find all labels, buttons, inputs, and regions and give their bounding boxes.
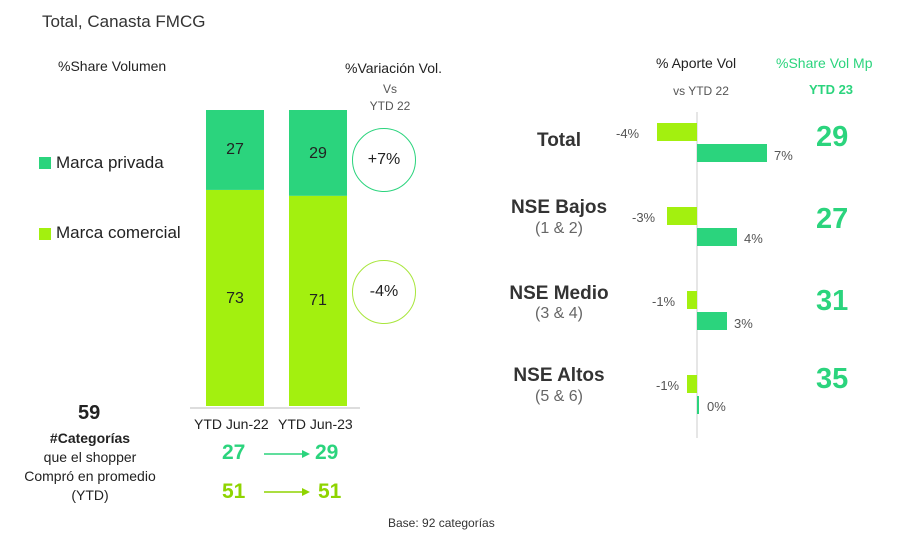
share-volume-header: %Share Volumen [58, 58, 167, 74]
variation-value-privada: +7% [367, 151, 401, 168]
aporte-label-total-pos: 7% [774, 148, 793, 163]
aporte-label-bajos-pos: 4% [744, 231, 763, 246]
categories-count: 59 [78, 402, 101, 424]
aporte-label-bajos-neg: -3% [632, 210, 656, 225]
page-title: Total, Canasta FMCG [42, 12, 206, 31]
aporte-label-total-neg: -4% [616, 126, 640, 141]
share-value-nse-bajos: 27 [816, 203, 849, 235]
aporte-bar-comercial-2 [667, 207, 697, 225]
share-value-nse-medio: 31 [816, 285, 849, 317]
variation-circle-comercial: -4% [352, 260, 416, 324]
aporte-label-altos-pos: 0% [707, 399, 726, 414]
aporte-label-medio-pos: 3% [734, 316, 753, 331]
segment-nse-altos-sub: (5 & 6) [534, 388, 583, 405]
compare-privada-from: 27 [222, 441, 246, 464]
variation-circle-privada: +7% [352, 128, 416, 192]
legend-label-privada: Marca privada [56, 153, 164, 172]
compare-arrows [264, 450, 310, 496]
bar-label-comercial-2: 71 [309, 292, 327, 309]
aporte-bar-privada-2 [697, 228, 737, 246]
x-tick-label-2: YTD Jun-23 [278, 416, 353, 432]
arrow-right-icon [264, 488, 310, 496]
segment-nse-altos: NSE Altos [513, 365, 605, 386]
categories-line-2: que el shopper [43, 449, 137, 465]
bar-comercial-2 [289, 195, 347, 406]
segment-nse-bajos-sub: (1 & 2) [534, 220, 583, 237]
share-mp-header: %Share Vol Mp [776, 55, 873, 71]
categories-description: #Categorías que el shopper Compró en pro… [2, 429, 178, 505]
bar-privada-2 [289, 110, 347, 196]
bar-label-privada-2: 29 [309, 145, 327, 162]
share-value-total: 29 [816, 121, 849, 153]
compare-comercial-from: 51 [222, 480, 246, 503]
share-mp-sub: YTD 23 [808, 82, 854, 97]
categories-line-1: #Categorías [49, 430, 131, 446]
bar-label-comercial-1: 73 [226, 290, 244, 307]
compare-privada-to: 29 [315, 441, 339, 464]
x-tick-label-1: YTD Jun-22 [194, 416, 269, 432]
variation-vs: Vs [382, 82, 397, 96]
share-value-nse-altos: 35 [816, 363, 849, 395]
base-note: Base: 92 categorías [388, 516, 495, 530]
bar-privada-1 [206, 110, 264, 190]
aporte-bar-comercial-4 [687, 375, 697, 393]
segment-total: Total [537, 130, 581, 151]
variation-value-comercial: -4% [369, 283, 399, 300]
variation-header: %Variación Vol. [345, 60, 443, 76]
segment-nse-medio: NSE Medio [509, 283, 609, 304]
aporte-label-medio-neg: -1% [652, 294, 676, 309]
arrow-right-icon [264, 450, 310, 458]
bar-label-privada-1: 27 [226, 141, 244, 158]
legend-swatch-privada [39, 157, 51, 169]
aporte-header: % Aporte Vol [656, 55, 737, 71]
categories-line-4: (YTD) [71, 487, 109, 503]
aporte-label-altos-neg: -1% [656, 378, 680, 393]
aporte-bar-privada-1 [697, 144, 767, 162]
bar-comercial-1 [206, 189, 264, 406]
compare-comercial-to: 51 [318, 480, 342, 503]
segment-nse-bajos: NSE Bajos [510, 197, 608, 218]
legend-label-comercial: Marca comercial [56, 223, 181, 242]
aporte-sub: vs YTD 22 [673, 84, 729, 98]
categories-line-3: Compró en promedio [24, 468, 156, 484]
variation-ref: YTD 22 [369, 99, 411, 113]
aporte-bar-comercial-3 [687, 291, 697, 309]
aporte-bar-comercial-1 [657, 123, 697, 141]
segment-nse-medio-sub: (3 & 4) [534, 305, 583, 322]
aporte-bar-privada-4 [697, 396, 699, 414]
legend-swatch-comercial [39, 228, 51, 240]
aporte-bar-privada-3 [697, 312, 727, 330]
